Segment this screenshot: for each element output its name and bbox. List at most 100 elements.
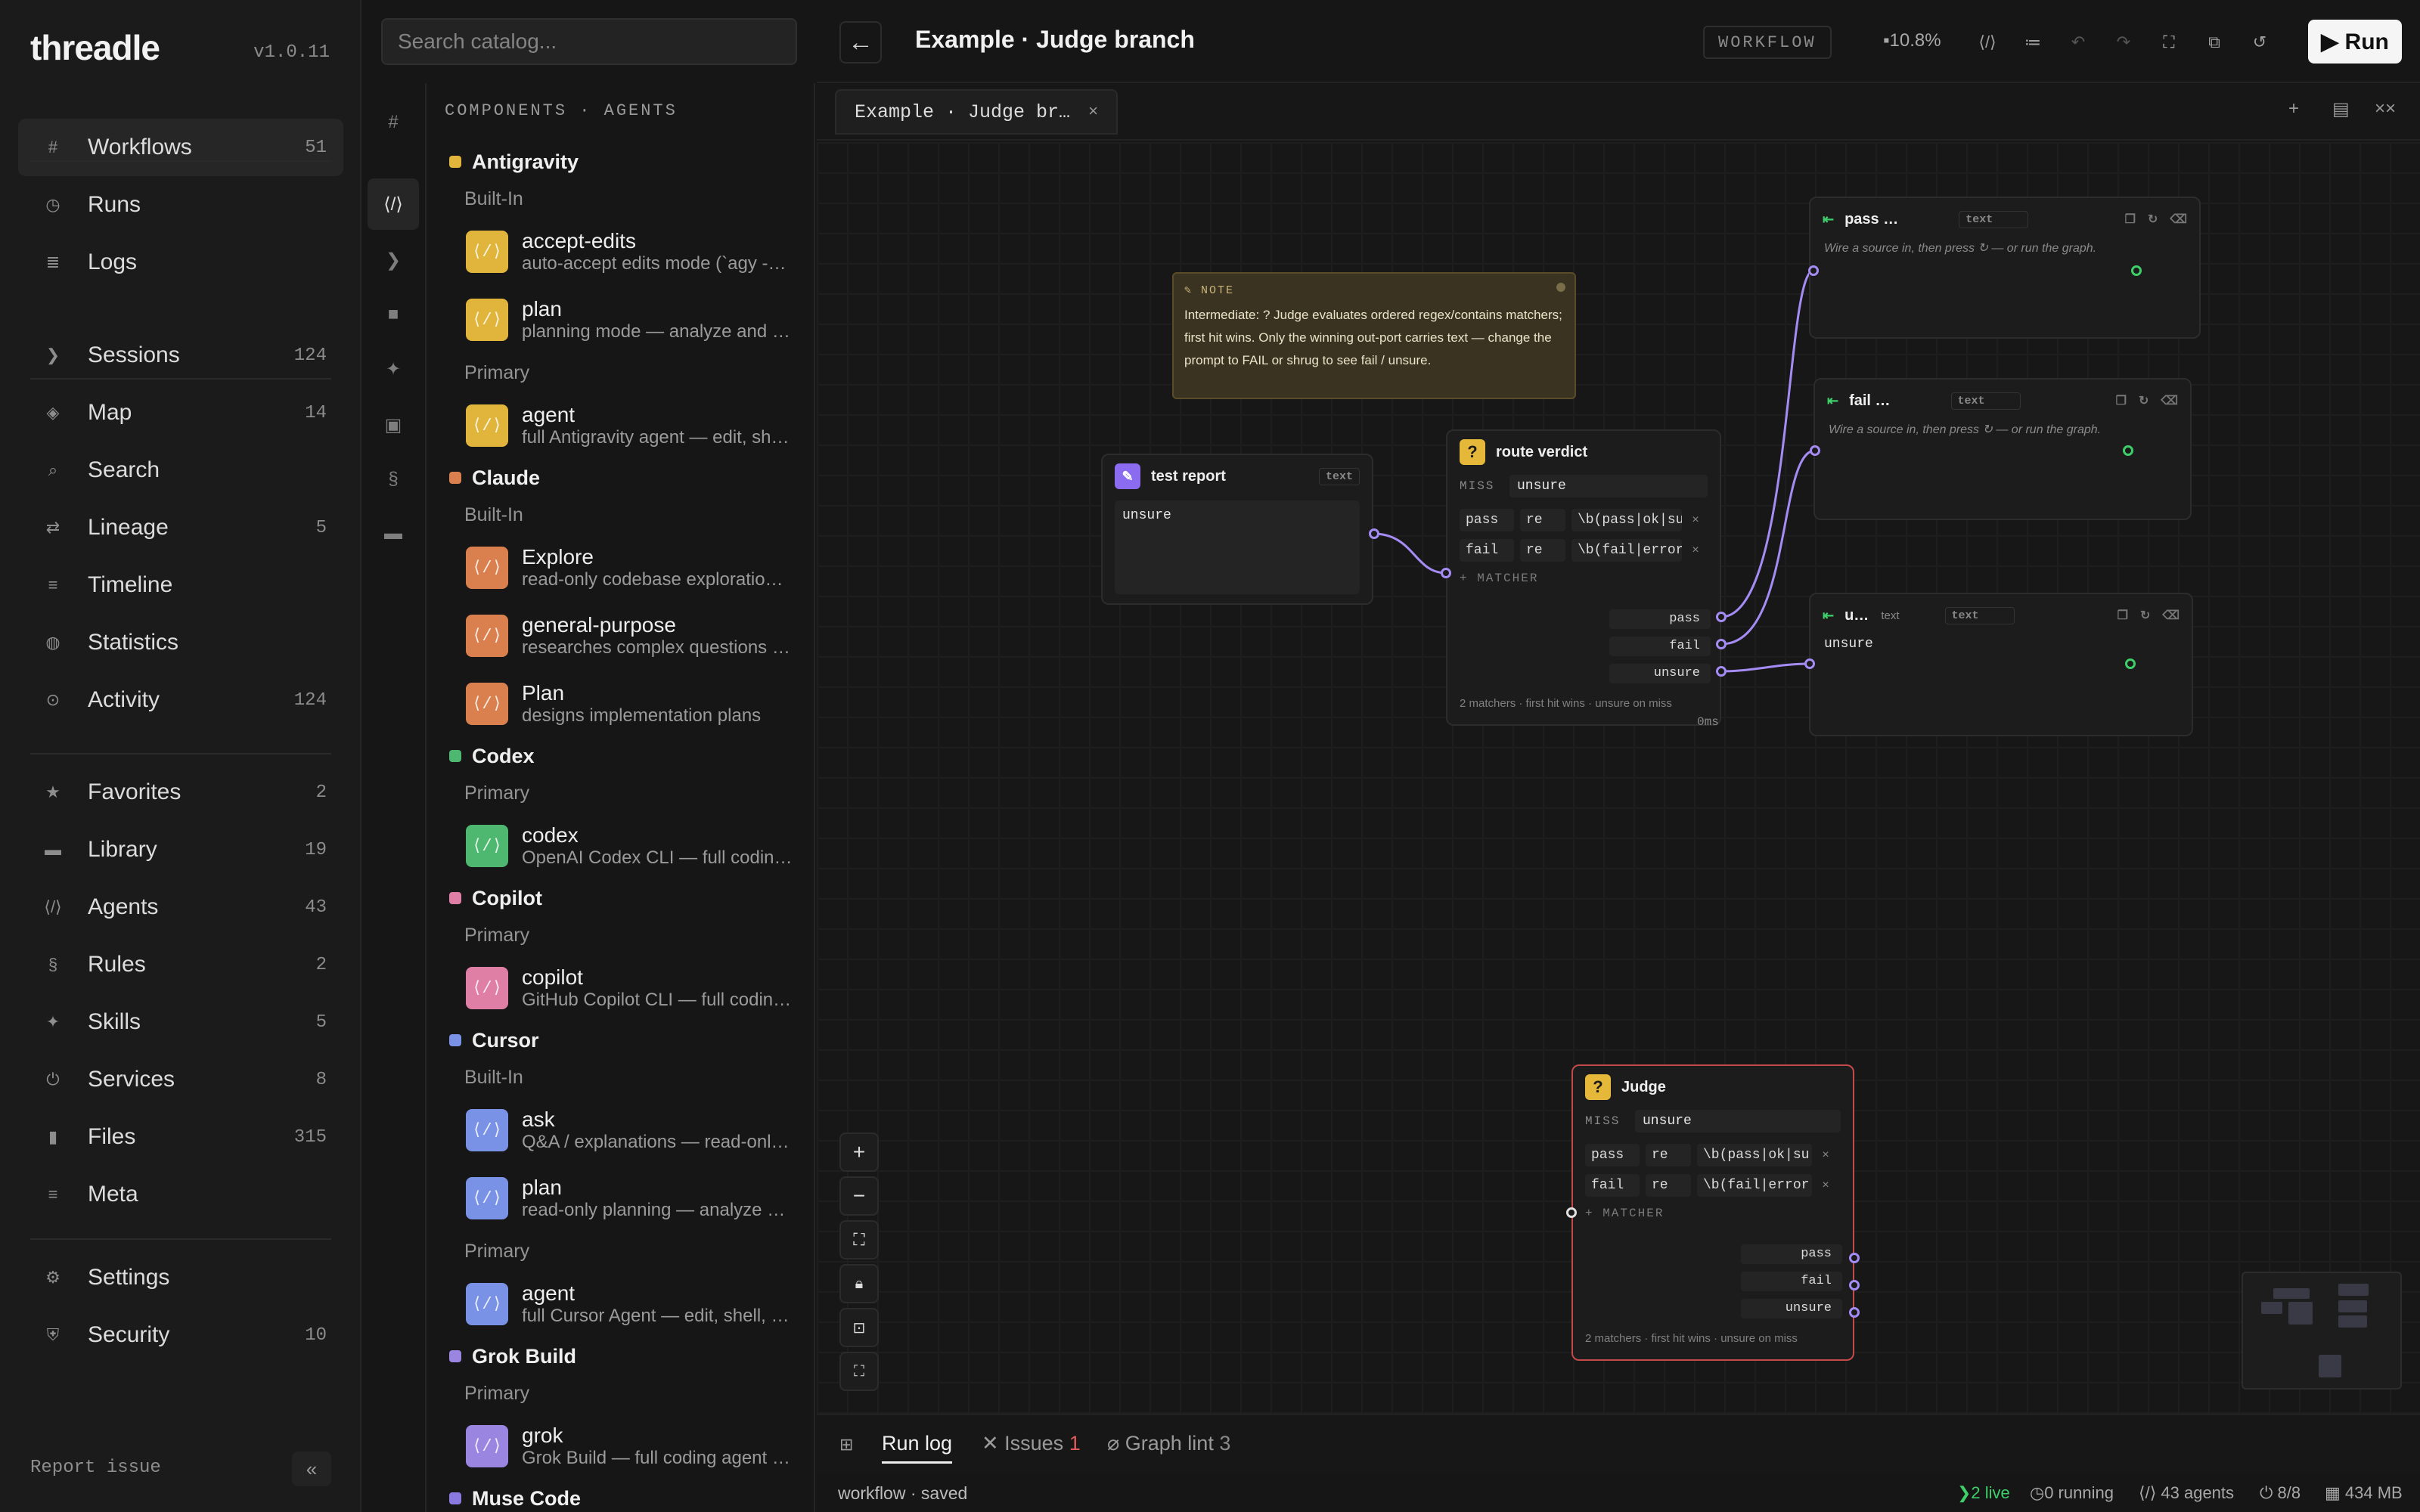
redo-icon[interactable]: ↷ <box>2116 33 2131 51</box>
tab-example-judge[interactable]: Example · Judge br… × <box>835 89 1118 135</box>
close-tab-icon[interactable]: × <box>1088 102 1099 122</box>
workflows-icon[interactable]: # <box>388 112 399 132</box>
report-textarea[interactable]: unsure <box>1115 500 1360 594</box>
catalog-item[interactable]: ⟨/⟩ Plan designs implementation plans <box>427 670 814 738</box>
sidebar-item-statistics[interactable]: ◍ Statistics <box>18 614 343 671</box>
catalog-group[interactable]: Claude <box>427 460 814 496</box>
copy-icon[interactable]: ❐ <box>2115 395 2127 407</box>
sidebar-item-sessions[interactable]: ❯ Sessions 124 <box>18 327 343 384</box>
matcher-mode[interactable]: re <box>1520 539 1565 562</box>
catalog-group[interactable]: Antigravity <box>427 144 814 180</box>
fit-view-button[interactable]: ⛶ <box>839 1220 879 1259</box>
blocks-icon[interactable]: ■ <box>387 304 399 324</box>
matcher-pattern[interactable]: \b(fail|error <box>1571 539 1682 562</box>
type-tag[interactable]: text <box>1959 210 2029 228</box>
catalog-item[interactable]: ⟨/⟩ codex OpenAI Codex CLI — full codin… <box>427 812 814 880</box>
report-out-port[interactable] <box>1369 528 1379 539</box>
services-count[interactable]: ⏻ 8/8 <box>2260 1483 2301 1502</box>
pass-sink-out-port[interactable] <box>2131 265 2142 276</box>
matcher-port[interactable]: pass <box>1585 1144 1640 1167</box>
catalog-group[interactable]: Muse Code <box>427 1480 814 1512</box>
close-all-tabs-icon[interactable]: ×× <box>2375 98 2397 119</box>
fail-sink-node[interactable]: ⇤ fail … text ❐ ↻ ⌫ Wire a source in, then… <box>1813 378 2192 520</box>
live-count[interactable]: ❯2 live <box>1957 1483 2010 1502</box>
sidebar-item-workflows[interactable]: # Workflows 51 <box>18 119 343 176</box>
sessions-icon[interactable]: ❯ <box>385 249 402 271</box>
fullscreen-icon[interactable]: ⛶ <box>2163 33 2175 51</box>
catalog-item[interactable]: ⟨/⟩ agent full Antigravity agent — edit, s… <box>427 392 814 460</box>
verdict-unsure-port[interactable] <box>1716 666 1727 677</box>
sidebar-item-settings[interactable]: ⚙ Settings <box>18 1249 343 1306</box>
center-view-icon[interactable]: ⊡ <box>839 1308 879 1347</box>
minimap[interactable] <box>2242 1272 2402 1390</box>
catalog-item[interactable]: ⟨/⟩ copilot GitHub Copilot CLI — full codi… <box>427 954 814 1022</box>
remove-matcher-icon[interactable]: × <box>1822 1179 1829 1192</box>
catalog-group[interactable]: Cursor <box>427 1022 814 1058</box>
matcher-pattern[interactable]: \b(pass|ok|su <box>1697 1144 1812 1167</box>
back-button[interactable]: ← <box>839 21 882 64</box>
verdict-pass-port[interactable] <box>1716 612 1727 622</box>
catalog-item[interactable]: ⟨/⟩ plan planning mode — analyze and … <box>427 286 814 354</box>
refresh-icon[interactable]: ↻ <box>2139 609 2151 622</box>
rules-icon[interactable]: § <box>388 469 399 489</box>
judge-in-port[interactable] <box>1566 1207 1577 1218</box>
pass-sink-node[interactable]: ⇤ pass … text ❐ ↻ ⌫ Wire a source in, then… <box>1809 197 2201 339</box>
skills-icon[interactable]: ✦ <box>385 358 402 380</box>
judge-unsure-port[interactable] <box>1849 1307 1860 1318</box>
sidebar-item-rules[interactable]: § Rules 2 <box>18 936 343 993</box>
route-verdict-node[interactable]: ? route verdict MISS unsure pass re \b(p… <box>1446 429 1721 726</box>
sidebar-item-timeline[interactable]: ≡ Timeline <box>18 556 343 614</box>
add-matcher-button[interactable]: + MATCHER <box>1460 572 1539 585</box>
expand-icon[interactable]: ⛶ <box>839 1352 879 1391</box>
tab-run-log[interactable]: Run log <box>882 1432 953 1464</box>
copy-icon[interactable]: ❐ <box>2124 213 2136 226</box>
lock-icon[interactable]: 🔒︎ <box>839 1264 879 1303</box>
pass-sink-in-port[interactable] <box>1808 265 1819 276</box>
workflow-canvas[interactable]: ✎ NOTE Intermediate: ? Judge evaluates o… <box>817 142 2420 1414</box>
running-count[interactable]: ◷0 running <box>2030 1483 2114 1502</box>
catalog-search-input[interactable] <box>381 18 797 65</box>
catalog-item[interactable]: ⟨/⟩ plan read-only planning — analyze a… <box>427 1164 814 1232</box>
sidebar-item-logs[interactable]: ≣ Logs <box>18 234 343 291</box>
catalog-group[interactable]: Copilot <box>427 880 814 916</box>
collapse-sidebar-button[interactable]: « <box>292 1452 331 1486</box>
clear-icon[interactable]: ⌫ <box>2161 395 2178 407</box>
remove-matcher-icon[interactable]: × <box>1692 513 1699 527</box>
code-view-icon[interactable]: ⟨/⟩ <box>1978 33 1996 51</box>
split-view-icon[interactable]: ▤ <box>2332 99 2350 119</box>
type-tag[interactable]: text <box>1944 606 2015 624</box>
clear-icon[interactable]: ⌫ <box>2162 609 2180 622</box>
report-issue-link[interactable]: Report issue <box>30 1458 161 1478</box>
refresh-icon[interactable]: ↻ <box>2147 213 2158 226</box>
sidebar-item-skills[interactable]: ✦ Skills 5 <box>18 993 343 1051</box>
fail-sink-out-port[interactable] <box>2123 445 2133 456</box>
matcher-port[interactable]: fail <box>1585 1174 1640 1197</box>
matcher-mode[interactable]: re <box>1520 509 1565 531</box>
sidebar-item-security[interactable]: ⛨ Security 10 <box>18 1306 343 1364</box>
miss-input[interactable]: unsure <box>1635 1110 1841 1132</box>
verdict-in-port[interactable] <box>1441 568 1451 578</box>
panel-toggle-icon[interactable]: ⊞ <box>839 1435 854 1454</box>
matcher-port[interactable]: fail <box>1460 539 1514 562</box>
matcher-pattern[interactable]: \b(pass|ok|su <box>1571 509 1682 531</box>
folder-icon[interactable]: ▬ <box>384 523 402 544</box>
add-matcher-button[interactable]: + MATCHER <box>1585 1207 1665 1220</box>
remove-matcher-icon[interactable]: × <box>1692 544 1699 557</box>
matcher-port[interactable]: pass <box>1460 509 1514 531</box>
unsure-sink-in-port[interactable] <box>1804 658 1815 669</box>
zoom-out-button[interactable]: − <box>839 1176 879 1216</box>
sidebar-item-lineage[interactable]: ⇄ Lineage 5 <box>18 499 343 556</box>
sidebar-item-services[interactable]: ⏻ Services 8 <box>18 1051 343 1108</box>
verdict-fail-port[interactable] <box>1716 639 1727 649</box>
refresh-icon[interactable]: ↻ <box>2138 395 2149 407</box>
sidebar-item-files[interactable]: ▮ Files 315 <box>18 1108 343 1166</box>
agents-icon[interactable]: ⟨/⟩ <box>368 178 419 230</box>
tab-issues[interactable]: ✕ Issues 1 <box>982 1432 1081 1455</box>
fail-sink-in-port[interactable] <box>1810 445 1820 456</box>
agents-count[interactable]: ⟨/⟩ 43 agents <box>2139 1483 2235 1502</box>
sidebar-item-agents[interactable]: ⟨/⟩ Agents 43 <box>18 878 343 936</box>
note-card[interactable]: ✎ NOTE Intermediate: ? Judge evaluates o… <box>1172 272 1576 399</box>
history-icon[interactable]: ↺ <box>2252 33 2267 51</box>
list-view-icon[interactable]: ≔ <box>2024 33 2041 51</box>
catalog-group[interactable]: Codex <box>427 738 814 774</box>
